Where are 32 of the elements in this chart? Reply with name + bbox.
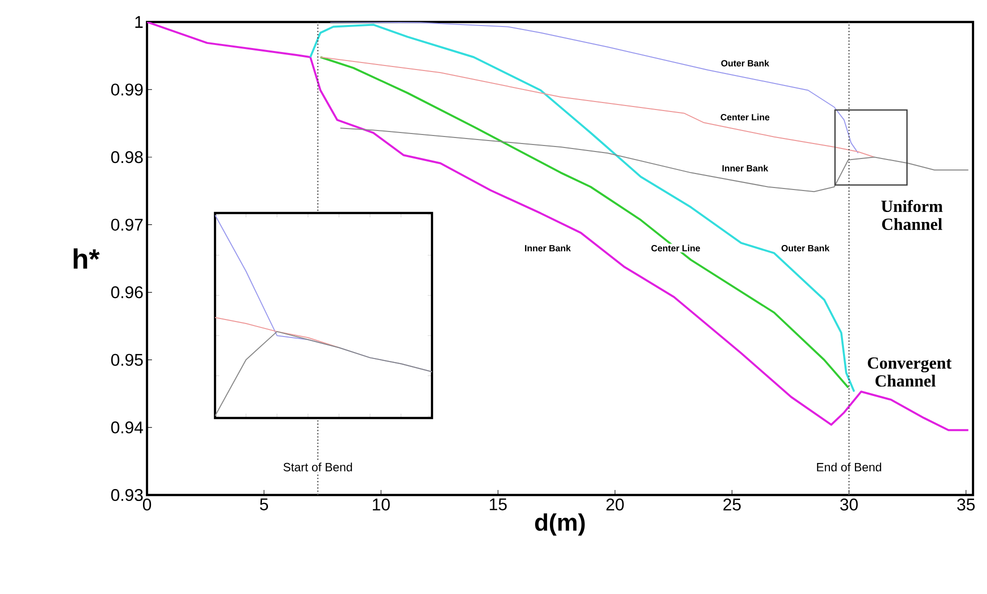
x-tick-label: 0 [142,498,152,511]
x-tick-label: 20 [606,498,624,511]
annotation: Convergent Channel [868,357,952,387]
annotation: Outer Bank [782,244,830,252]
line-series [147,22,970,432]
x-axis-title: d(m) [535,513,585,536]
annotation: Outer Bank [721,60,770,66]
x-tick-label: 30 [840,498,858,511]
annotation: Center Line [651,244,700,252]
y-tick-label: 0.97 [111,218,143,231]
line-series [320,56,875,158]
y-tick-label: 0.98 [111,151,143,164]
annotation: Inner Bank [722,164,768,172]
x-tick-label: 25 [723,498,741,511]
y-tick-label: 0.93 [111,488,143,501]
y-tick-label: 0.94 [111,421,143,434]
y-axis-title: h* [74,248,100,269]
line-series [340,128,969,192]
y-tick-label: 0.96 [111,286,143,298]
line-series [330,22,859,154]
y-tick-label: 0.95 [111,354,143,366]
y-tick-label: 0.99 [111,84,143,96]
annotation: Center Line [720,114,770,120]
x-tick-label: 5 [260,498,268,510]
ref-line-label: Start of Bend [283,462,352,472]
x-tick-label: 10 [372,498,390,511]
x-tick-label: 35 [957,498,975,511]
y-tick-label: 1 [135,16,143,28]
annotation: Inner Bank [525,244,571,252]
x-tick-label: 15 [490,498,507,510]
ref-line-label: End of Bend [817,462,882,472]
annotation: Uniform Channel [881,200,943,230]
